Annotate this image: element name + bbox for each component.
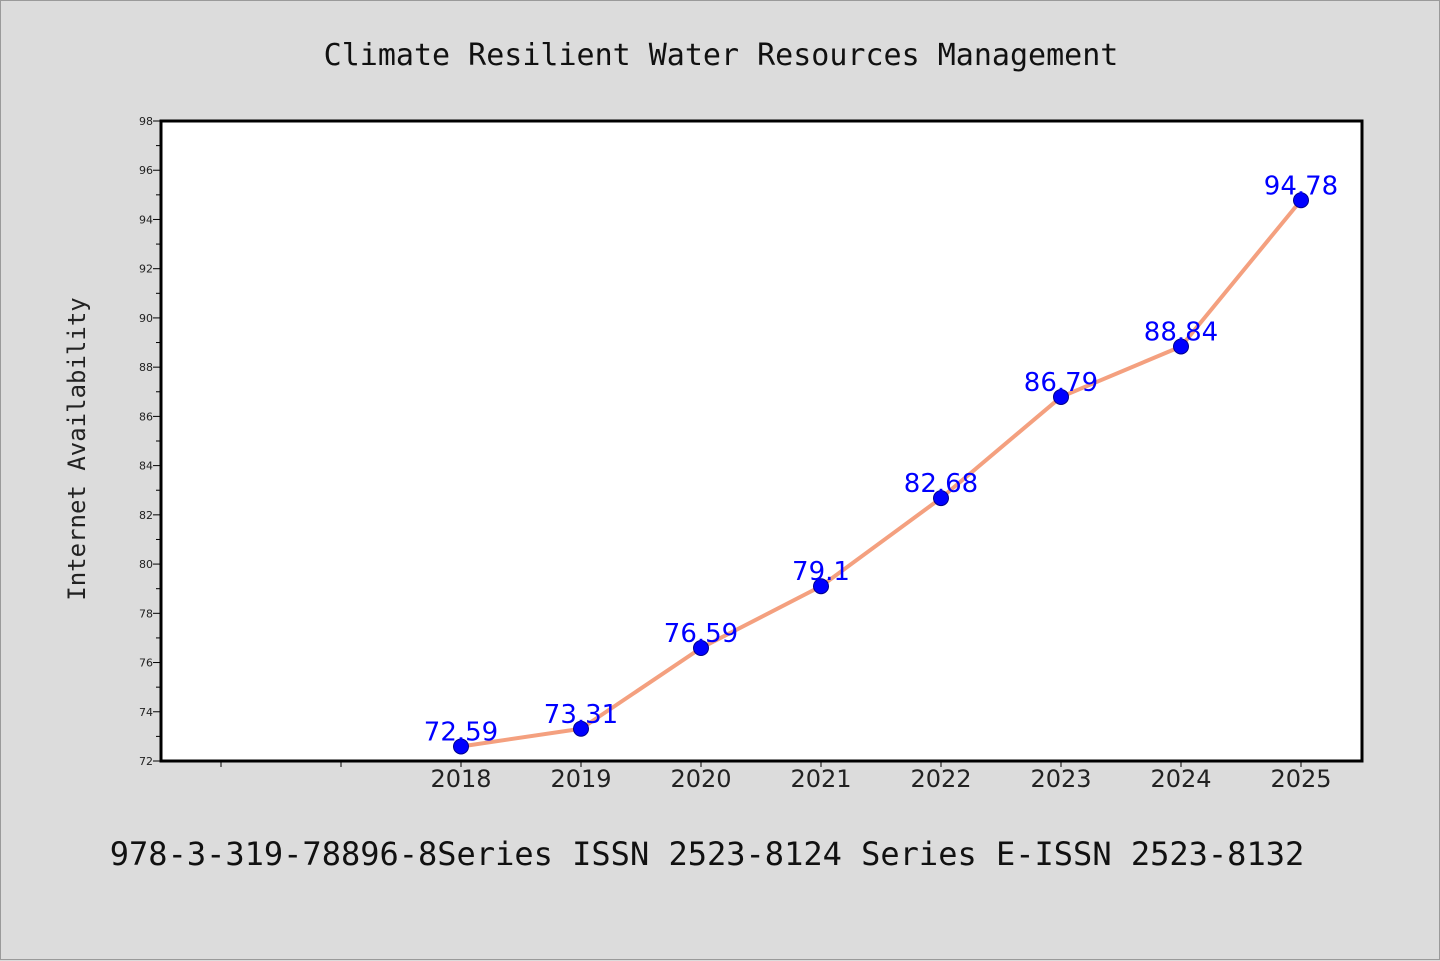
y-tick-label: 74 <box>139 706 153 719</box>
data-label: 79.1 <box>792 557 850 587</box>
y-tick-label: 98 <box>139 115 153 128</box>
x-tick-label: 2025 <box>1270 765 1331 793</box>
x-tick-label: 2020 <box>670 765 731 793</box>
data-label: 73.31 <box>544 700 618 730</box>
y-tick-label: 86 <box>139 410 153 423</box>
x-tick-label: 2024 <box>1150 765 1211 793</box>
y-axis: 72 74 76 78 80 82 84 86 88 90 92 94 96 98 <box>139 115 161 768</box>
data-label: 72.59 <box>424 717 498 747</box>
y-tick-label: 76 <box>139 657 153 670</box>
y-tick-label: 80 <box>139 558 153 571</box>
chart-title: Climate Resilient Water Resources Manage… <box>324 38 1119 73</box>
y-tick-label: 94 <box>139 213 153 226</box>
data-point <box>693 640 709 657</box>
x-tick-label: 2021 <box>790 765 851 793</box>
data-label: 82.68 <box>904 469 978 499</box>
y-tick-label: 88 <box>139 361 153 374</box>
x-tick-label: 2018 <box>430 765 491 793</box>
x-tick-label: 2019 <box>550 765 611 793</box>
data-point <box>813 578 829 595</box>
data-point <box>1293 192 1309 209</box>
data-point <box>1173 338 1189 355</box>
y-axis-label: Internet Availability <box>63 297 91 600</box>
series-layer: 72.59 73.31 76.59 79.1 82.68 86.79 88.84 94.78 <box>424 171 1338 755</box>
data-label: 76.59 <box>664 619 738 649</box>
y-tick-label: 78 <box>139 607 153 620</box>
data-point <box>453 738 469 755</box>
y-tick-label: 92 <box>139 263 153 276</box>
data-label: 88.84 <box>1144 317 1218 347</box>
y-tick-label: 96 <box>139 164 153 177</box>
plot-area <box>161 121 1362 761</box>
series-line <box>459 198 1303 749</box>
x-axis: 2018 2019 2020 2021 2022 2023 2024 2025 <box>220 761 1332 793</box>
y-tick-label: 72 <box>139 755 153 768</box>
y-tick-label: 84 <box>139 460 153 473</box>
data-point <box>933 490 949 507</box>
y-tick-label: 90 <box>139 312 153 325</box>
y-tick-label: 82 <box>139 509 153 522</box>
data-label: 86.79 <box>1024 368 1098 398</box>
data-point <box>573 720 589 737</box>
data-point <box>1053 388 1069 405</box>
plot-frame <box>159 119 1364 763</box>
data-label: 94.78 <box>1264 171 1338 201</box>
x-tick-label: 2023 <box>1030 765 1091 793</box>
x-tick-label: 2022 <box>910 765 971 793</box>
footer-isbn-issn: 978-3-319-78896-8Series ISSN 2523-8124 S… <box>110 835 1304 873</box>
